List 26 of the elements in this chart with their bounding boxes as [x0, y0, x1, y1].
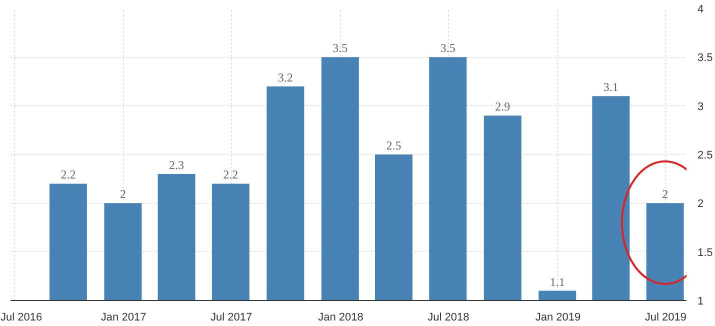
y-tick-label: 1: [698, 296, 704, 308]
data-label: 3.5: [332, 41, 348, 56]
data-label: 2.9: [495, 100, 510, 114]
data-label: 3.1: [603, 80, 618, 94]
y-tick-label: 2: [698, 198, 704, 210]
data-label: 2: [662, 187, 668, 202]
y-tick-label: 3: [698, 100, 704, 113]
x-tick-label: Jan 2019: [535, 312, 581, 324]
data-label: 2.2: [223, 168, 238, 182]
x-tick-label: Jul 2018: [428, 312, 470, 324]
x-tick-label: Jul 2017: [210, 312, 252, 324]
data-label: 2.2: [60, 168, 76, 182]
x-tick-label: Jul 2016: [0, 312, 42, 324]
x-tick-label: Jan 2018: [318, 312, 364, 324]
y-tick-label: 4: [698, 4, 704, 16]
data-label: 3.2: [278, 70, 293, 84]
y-tick-label: 2.5: [698, 150, 713, 162]
data-label: 2: [120, 187, 126, 202]
y-tick-label: 3.5: [698, 52, 713, 64]
data-label: 2.5: [386, 138, 402, 152]
x-tick-label: Jul 2019: [644, 312, 686, 324]
y-tick-label: 1.5: [698, 246, 713, 259]
data-label: 1.1: [550, 274, 565, 289]
x-tick-label: Jan 2017: [100, 312, 146, 324]
data-label: 3.5: [440, 41, 456, 56]
data-label: 2.3: [169, 158, 184, 172]
